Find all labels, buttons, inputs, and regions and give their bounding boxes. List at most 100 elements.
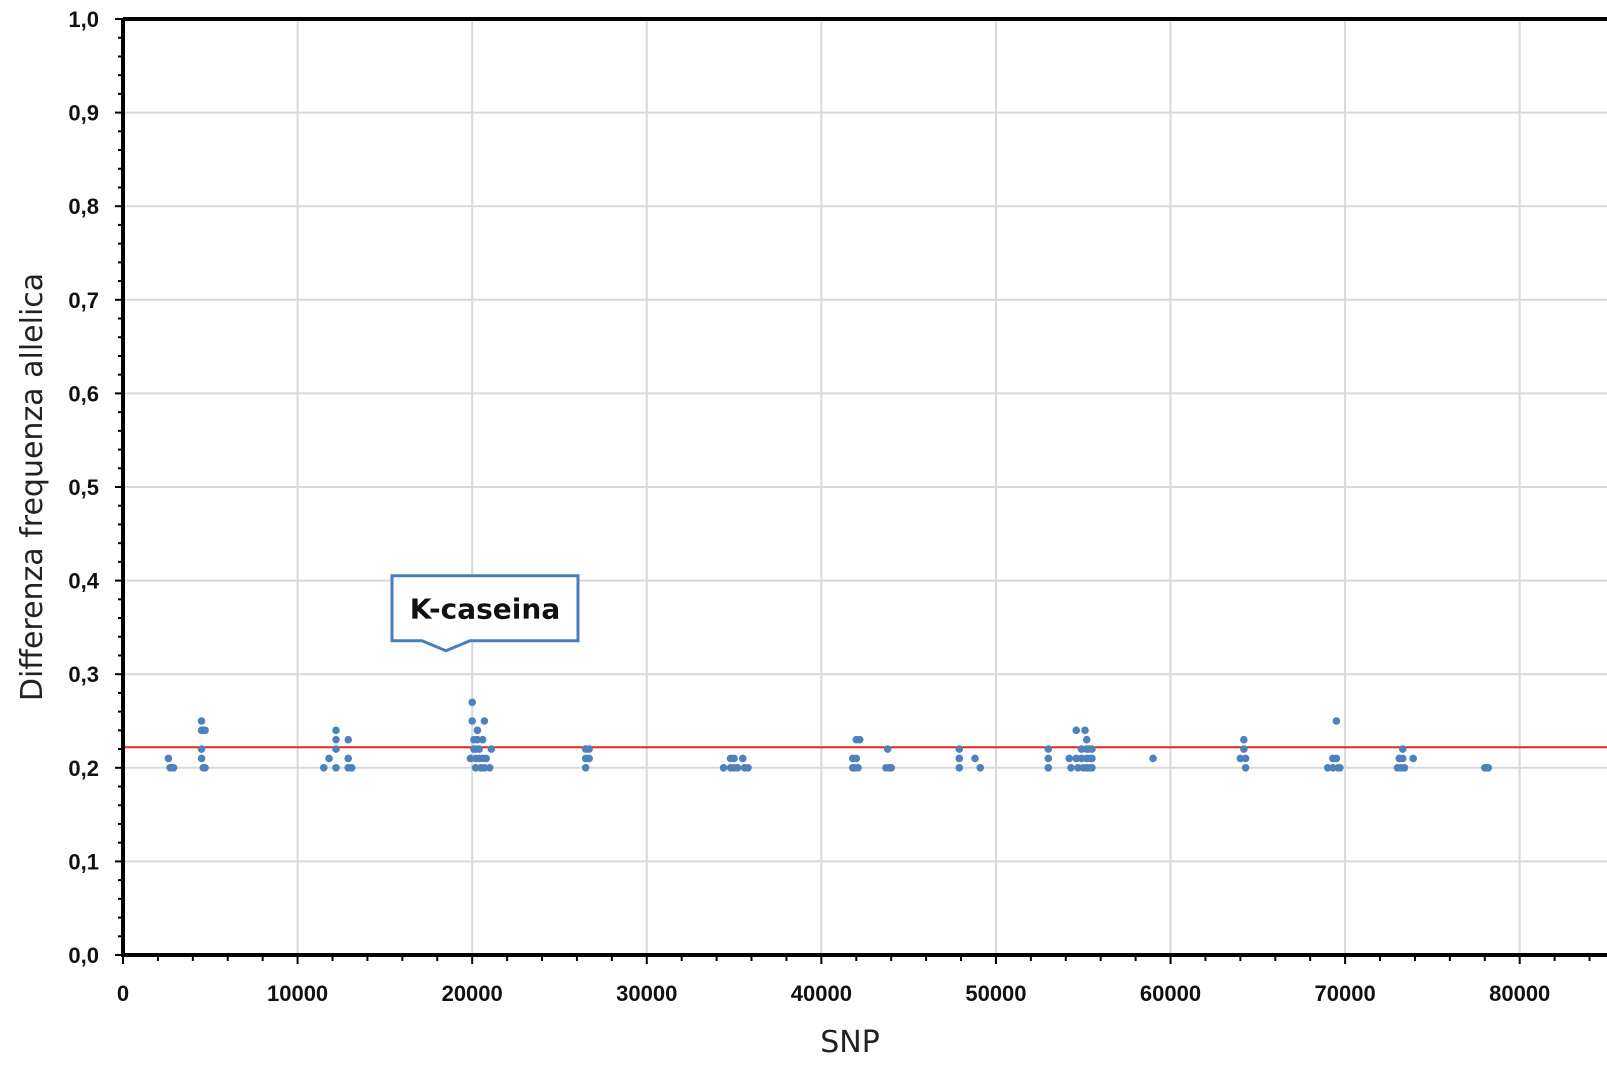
data-point	[1241, 764, 1250, 772]
data-point	[164, 754, 173, 763]
data-point	[1088, 754, 1096, 763]
data-point	[1240, 745, 1248, 753]
data-point	[887, 764, 895, 772]
data-point	[855, 735, 864, 744]
data-point	[854, 764, 862, 772]
data-point	[971, 754, 979, 763]
y-tick-labels: 0,0 0,1 0,2 0,3 0,4 0,5 0,6 0,7 0,8 0,9 1,0	[68, 7, 99, 968]
data-point	[478, 735, 487, 744]
data-point	[473, 735, 482, 744]
data-point	[1398, 745, 1407, 753]
x-tick-label: 70000	[1315, 981, 1376, 1006]
data-point	[1044, 754, 1053, 763]
data-point	[1044, 745, 1053, 753]
data-point	[1088, 764, 1096, 772]
data-point	[1484, 764, 1493, 772]
data-point	[1065, 754, 1074, 763]
data-point	[585, 745, 593, 753]
data-point	[955, 754, 964, 763]
data-point	[1081, 726, 1089, 735]
y-tick-label: 0,0	[68, 943, 99, 968]
data-point	[1077, 754, 1086, 763]
data-point	[332, 745, 340, 753]
x-tick-label: 30000	[616, 981, 677, 1006]
data-point	[955, 764, 964, 772]
axes	[115, 17, 1607, 964]
y-tick-label: 0,2	[68, 756, 99, 781]
data-point	[581, 764, 590, 772]
data-point	[1082, 735, 1091, 744]
data-point	[730, 754, 738, 763]
x-tick-label: 40000	[791, 981, 852, 1006]
data-point	[471, 764, 480, 772]
data-point	[1398, 754, 1407, 763]
data-point	[332, 726, 340, 735]
data-point	[1072, 754, 1081, 763]
data-point	[1088, 745, 1096, 753]
data-point	[169, 764, 178, 772]
data-point	[201, 726, 209, 735]
data-point	[485, 764, 494, 772]
y-tick-label: 0,6	[68, 381, 99, 406]
x-tick-label: 20000	[442, 981, 503, 1006]
data-point	[738, 754, 747, 763]
data-point	[1336, 764, 1344, 772]
data-point	[1149, 754, 1157, 763]
y-axis-title: Differenza frequenza allelica	[15, 273, 50, 701]
data-point	[319, 764, 328, 772]
data-point	[197, 745, 206, 753]
x-axis-title: SNP	[820, 1025, 880, 1060]
y-tick-label: 0,5	[68, 475, 99, 500]
data-point	[1077, 745, 1086, 753]
x-tick-label: 60000	[1140, 981, 1201, 1006]
data-point	[344, 735, 353, 744]
data-point	[1067, 764, 1075, 772]
data-point	[733, 764, 742, 772]
data-point	[344, 754, 353, 763]
data-point	[347, 764, 356, 772]
y-tick-label: 0,3	[68, 662, 99, 687]
x-tick-label: 50000	[965, 981, 1026, 1006]
data-point	[473, 726, 482, 735]
data-point	[482, 754, 490, 763]
x-tick-label: 10000	[267, 981, 328, 1006]
data-point	[1400, 764, 1409, 772]
x-tick-labels: 0 10000 20000 30000 40000 50000 60000 70000 8000…	[117, 981, 1550, 1006]
callout-box	[390, 574, 580, 653]
y-tick-label: 0,1	[68, 849, 99, 874]
data-point	[1329, 764, 1337, 772]
data-point	[1072, 726, 1081, 735]
data-point	[480, 717, 489, 725]
grid-lines	[123, 18, 1607, 955]
data-point	[1323, 764, 1332, 772]
data-points	[164, 698, 1493, 772]
data-point	[487, 745, 496, 753]
data-point	[955, 745, 964, 753]
y-tick-label: 0,9	[68, 101, 99, 126]
data-point	[1332, 717, 1341, 725]
data-point	[852, 754, 861, 763]
x-tick-label: 0	[117, 981, 129, 1006]
data-point	[332, 764, 340, 772]
data-point	[976, 764, 985, 772]
annotation-callout: K-caseina	[390, 574, 580, 653]
data-point	[1074, 764, 1082, 772]
y-tick-label: 1,0	[68, 7, 99, 32]
data-point	[1332, 754, 1341, 763]
data-point	[1409, 754, 1418, 763]
data-point	[1240, 735, 1248, 744]
y-tick-label: 0,7	[68, 288, 99, 313]
data-point	[197, 754, 206, 763]
data-point	[468, 717, 476, 725]
data-point	[466, 754, 475, 763]
data-point	[325, 754, 333, 763]
data-point	[1044, 764, 1053, 772]
data-point	[332, 735, 340, 744]
y-tick-label: 0,4	[68, 569, 99, 594]
y-tick-label: 0,8	[68, 194, 99, 219]
callout-label: K-caseina	[410, 592, 560, 625]
data-point	[475, 745, 483, 753]
data-point	[585, 754, 593, 763]
data-point	[1236, 754, 1245, 763]
